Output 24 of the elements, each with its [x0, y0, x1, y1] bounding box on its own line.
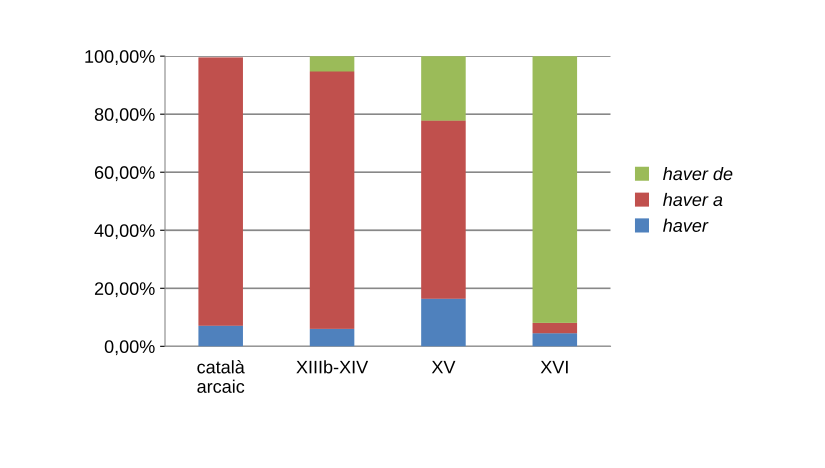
- bar: [310, 56, 354, 72]
- y-tick-label: 60,00%: [94, 166, 155, 182]
- bar: [532, 56, 578, 323]
- bar: [310, 328, 354, 346]
- y-tick-label: 40,00%: [94, 224, 155, 240]
- bar: [198, 326, 243, 346]
- bar: [421, 120, 466, 299]
- y-tick-label: 0,00%: [104, 340, 155, 356]
- y-tick-label: 80,00%: [94, 108, 155, 124]
- bar: [310, 72, 354, 329]
- legend-label: haver: [663, 218, 709, 232]
- legend-label: haver de: [663, 166, 732, 180]
- bar: [532, 333, 578, 346]
- y-tick-label: 100,00%: [85, 50, 155, 66]
- bar: [532, 322, 578, 334]
- bar: [421, 298, 466, 346]
- bar: [421, 56, 466, 121]
- y-tick-label: 20,00%: [94, 282, 155, 298]
- x-tick-label: XVI: [540, 360, 568, 374]
- x-tick-label: català arcaic: [197, 360, 245, 393]
- x-tick-label: XV: [432, 360, 456, 374]
- legend-label: haver a: [663, 192, 722, 206]
- bar: [198, 57, 243, 326]
- x-tick-label: XIIIb-XIV: [296, 360, 368, 374]
